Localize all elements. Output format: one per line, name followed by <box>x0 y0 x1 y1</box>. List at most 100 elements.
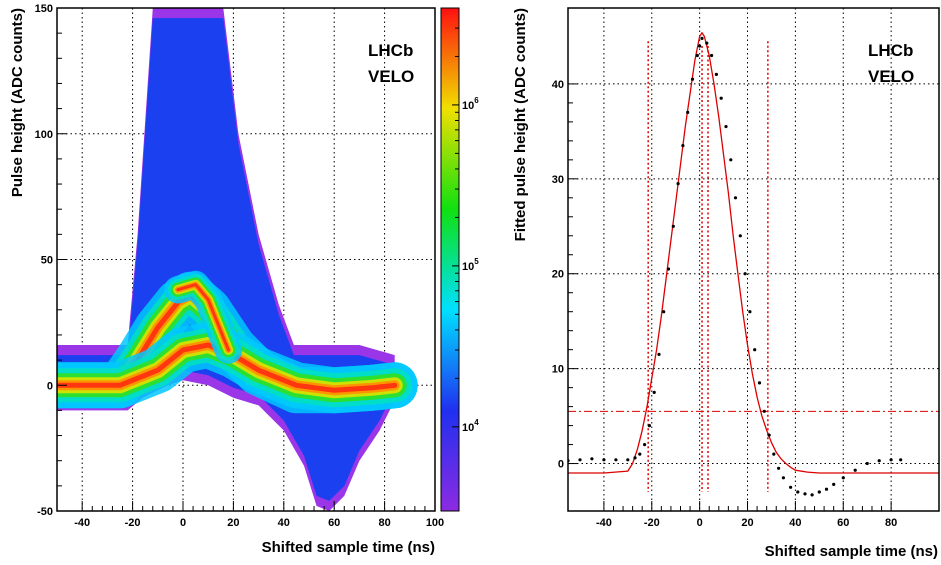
data-point <box>772 452 776 456</box>
data-point <box>803 492 807 496</box>
data-point <box>889 458 893 462</box>
heatmap-x-tick-label: 20 <box>227 517 239 529</box>
pulse-fit-x-tick-label: -20 <box>644 517 660 529</box>
heatmap-x-tick-label: -20 <box>125 517 141 529</box>
heatmap-tag-line2: VELO <box>368 67 414 86</box>
pulse-fit-x-tick-label: -40 <box>596 517 612 529</box>
pulse-fit-x-tick-label: 40 <box>789 517 801 529</box>
pulse-fit-x-axis-label: Shifted sample time (ns) <box>765 543 938 560</box>
palette-tick-exponent: 5 <box>474 257 479 266</box>
data-point <box>666 267 671 271</box>
color-palette-bar <box>440 7 460 512</box>
pulse-fit-grid <box>568 8 939 511</box>
data-point <box>810 493 814 497</box>
data-point <box>724 125 728 129</box>
pulse-fit-plot-area <box>568 8 939 511</box>
heatmap-tag-line1: LHCb <box>368 41 413 60</box>
heatmap-y-tick-label: 150 <box>35 3 53 15</box>
pulse-fit-y-tick-label: 20 <box>552 269 564 281</box>
data-point <box>781 476 786 480</box>
data-point <box>824 487 829 491</box>
palette-tick-exponent: 4 <box>474 418 479 427</box>
data-point <box>647 424 652 428</box>
data-point <box>643 443 647 447</box>
pulse-fit-axis-ticks: -40 -20 0 20 40 60 80 0 10 20 30 40 <box>552 79 898 529</box>
data-point <box>695 53 699 58</box>
data-point <box>671 224 675 228</box>
heatmap-x-tick-label: 40 <box>278 517 290 529</box>
pulse-fit-reference-lines <box>568 41 939 493</box>
data-point <box>796 490 800 494</box>
data-point <box>690 77 695 81</box>
data-point <box>748 310 752 314</box>
data-point <box>638 452 642 456</box>
data-point <box>877 459 881 463</box>
data-point <box>832 482 836 486</box>
pulse-fit-y-tick-label: 10 <box>552 364 564 376</box>
data-point <box>743 272 747 276</box>
data-point <box>777 466 781 470</box>
data-point <box>652 390 656 394</box>
data-point <box>899 458 903 462</box>
heatmap-ridges <box>57 270 418 414</box>
data-point <box>633 456 637 460</box>
heatmap-y-tick-label: 0 <box>47 380 53 392</box>
pulse-fit-series <box>568 32 939 497</box>
pulse-fit-x-tick-label: 20 <box>741 517 753 529</box>
data-point <box>757 381 762 385</box>
pulse-fit-tag-line2: VELO <box>868 67 914 86</box>
data-point <box>614 458 618 462</box>
data-point <box>767 433 771 437</box>
data-point <box>865 461 869 466</box>
pulse-fit-y-tick-label: 40 <box>552 79 564 91</box>
data-point <box>626 458 630 462</box>
heatmap-x-tick-label: 80 <box>378 517 390 529</box>
pulse-fit-y-axis-label: Fitted pulse height (ADC counts) <box>512 8 529 241</box>
data-point <box>700 36 704 41</box>
heatmap-ridge-layer <box>176 283 230 352</box>
data-point <box>729 158 733 162</box>
palette-tick-exponent: 6 <box>474 96 479 105</box>
data-point <box>602 458 606 462</box>
data-point <box>698 44 702 48</box>
data-point <box>681 144 685 148</box>
data-point <box>676 182 680 186</box>
pulse-fit-x-tick-label: 0 <box>697 517 703 529</box>
pulse-fit-frame <box>567 7 940 512</box>
data-point <box>753 348 757 352</box>
heatmap-panel: -40 -20 0 20 40 60 80 100 -50 0 50 100 150 LHCb VELO… <box>9 3 479 556</box>
pulse-fit-y-tick-label: 0 <box>558 459 564 471</box>
heatmap-y-tick-label: -50 <box>37 506 53 518</box>
data-point <box>578 458 582 462</box>
pulse-fit-x-tick-label: 80 <box>885 517 897 529</box>
data-point <box>662 310 666 314</box>
pulse-fit-y-tick-label: 30 <box>552 174 564 186</box>
data-point <box>710 53 714 58</box>
data-point <box>719 96 723 100</box>
data-point <box>705 41 709 45</box>
heatmap-density <box>57 8 418 511</box>
heatmap-x-tick-label: 60 <box>328 517 340 529</box>
data-point <box>789 485 793 489</box>
heatmap-x-tick-label: -40 <box>74 517 90 529</box>
palette-tick-base: 10 <box>462 100 474 112</box>
data-point <box>733 196 738 200</box>
data-point <box>817 490 821 494</box>
heatmap-x-axis-label: Shifted sample time (ns) <box>262 539 435 556</box>
palette-tick-base: 10 <box>462 422 474 434</box>
heatmap-x-tick-label: 100 <box>426 517 444 529</box>
heatmap-y-axis-label: Pulse height (ADC counts) <box>9 8 26 197</box>
pulse-fit-data <box>568 32 939 497</box>
palette-tick-base: 10 <box>462 261 474 273</box>
data-point <box>657 352 661 356</box>
fit-curve <box>568 32 939 474</box>
data-point <box>686 110 690 114</box>
heatmap-y-tick-label: 50 <box>41 255 53 267</box>
pulse-fit-x-tick-label: 60 <box>837 517 849 529</box>
palette-tick-label: 106 <box>462 96 479 112</box>
heatmap-y-tick-label: 100 <box>35 129 53 141</box>
palette-tick-label: 104 <box>462 418 479 434</box>
data-point <box>853 468 857 472</box>
